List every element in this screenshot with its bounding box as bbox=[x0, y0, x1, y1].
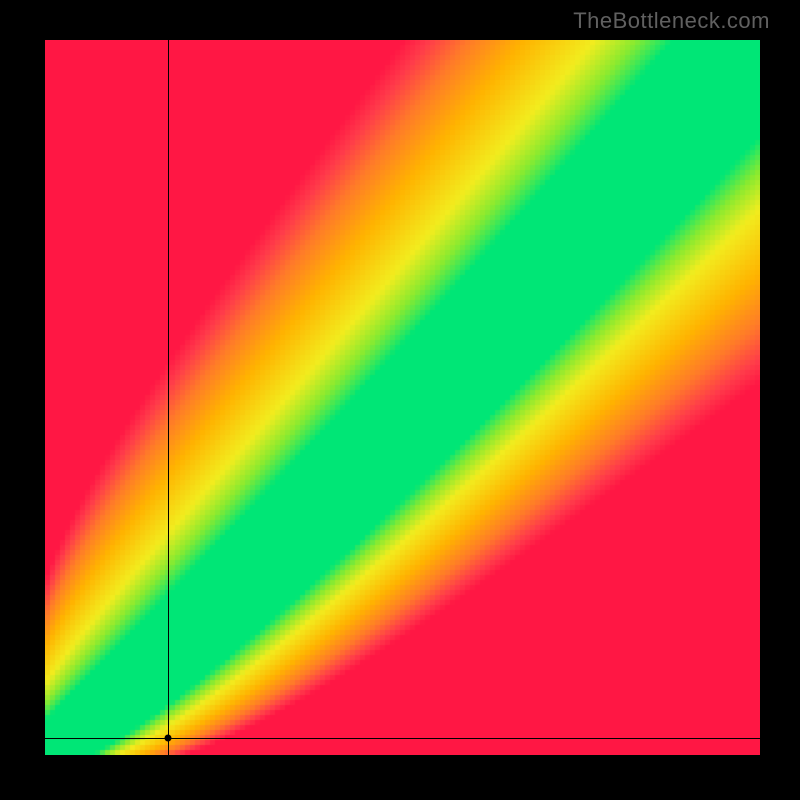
heatmap-plot bbox=[45, 40, 760, 755]
watermark-text: TheBottleneck.com bbox=[573, 8, 770, 34]
crosshair-vertical bbox=[168, 40, 169, 755]
crosshair-marker-dot bbox=[164, 734, 171, 741]
crosshair-horizontal bbox=[45, 738, 760, 739]
heatmap-canvas bbox=[45, 40, 760, 755]
